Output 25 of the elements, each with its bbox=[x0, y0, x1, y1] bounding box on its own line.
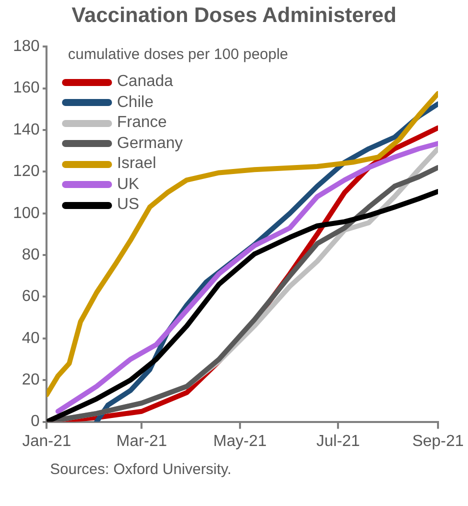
x-tick-label: May-21 bbox=[213, 432, 267, 450]
y-tick-label: 60 bbox=[22, 288, 40, 306]
legend-label: Israel bbox=[117, 154, 156, 174]
source-note: Sources: Oxford University. bbox=[50, 460, 232, 479]
y-tick-label: 20 bbox=[22, 372, 40, 389]
y-tick-label: 140 bbox=[12, 121, 40, 138]
legend-label: France bbox=[117, 113, 167, 133]
legend-label: Germany bbox=[117, 134, 183, 154]
y-tick-label: 40 bbox=[22, 330, 40, 347]
chart-title: Vaccination Doses Administered bbox=[70, 4, 398, 28]
x-tick-label: Sep-21 bbox=[412, 432, 464, 450]
x-tick-label: Mar-21 bbox=[116, 432, 168, 450]
y-tick-label: 160 bbox=[12, 80, 40, 97]
y-axis-title: cumulative doses per 100 people bbox=[68, 46, 288, 63]
legend-label: UK bbox=[117, 174, 140, 194]
y-tick-label: 100 bbox=[12, 204, 40, 222]
y-tick-label: 180 bbox=[12, 38, 40, 56]
x-tick-label: Jan-21 bbox=[22, 432, 72, 450]
legend-label: Chile bbox=[117, 92, 154, 112]
x-tick-label: Jul-21 bbox=[316, 432, 360, 450]
y-tick-label: 120 bbox=[12, 163, 40, 180]
y-tick-label: 80 bbox=[22, 246, 40, 264]
legend-label: Canada bbox=[117, 72, 174, 92]
y-tick-label: 0 bbox=[30, 413, 40, 430]
legend-label: US bbox=[117, 195, 140, 215]
